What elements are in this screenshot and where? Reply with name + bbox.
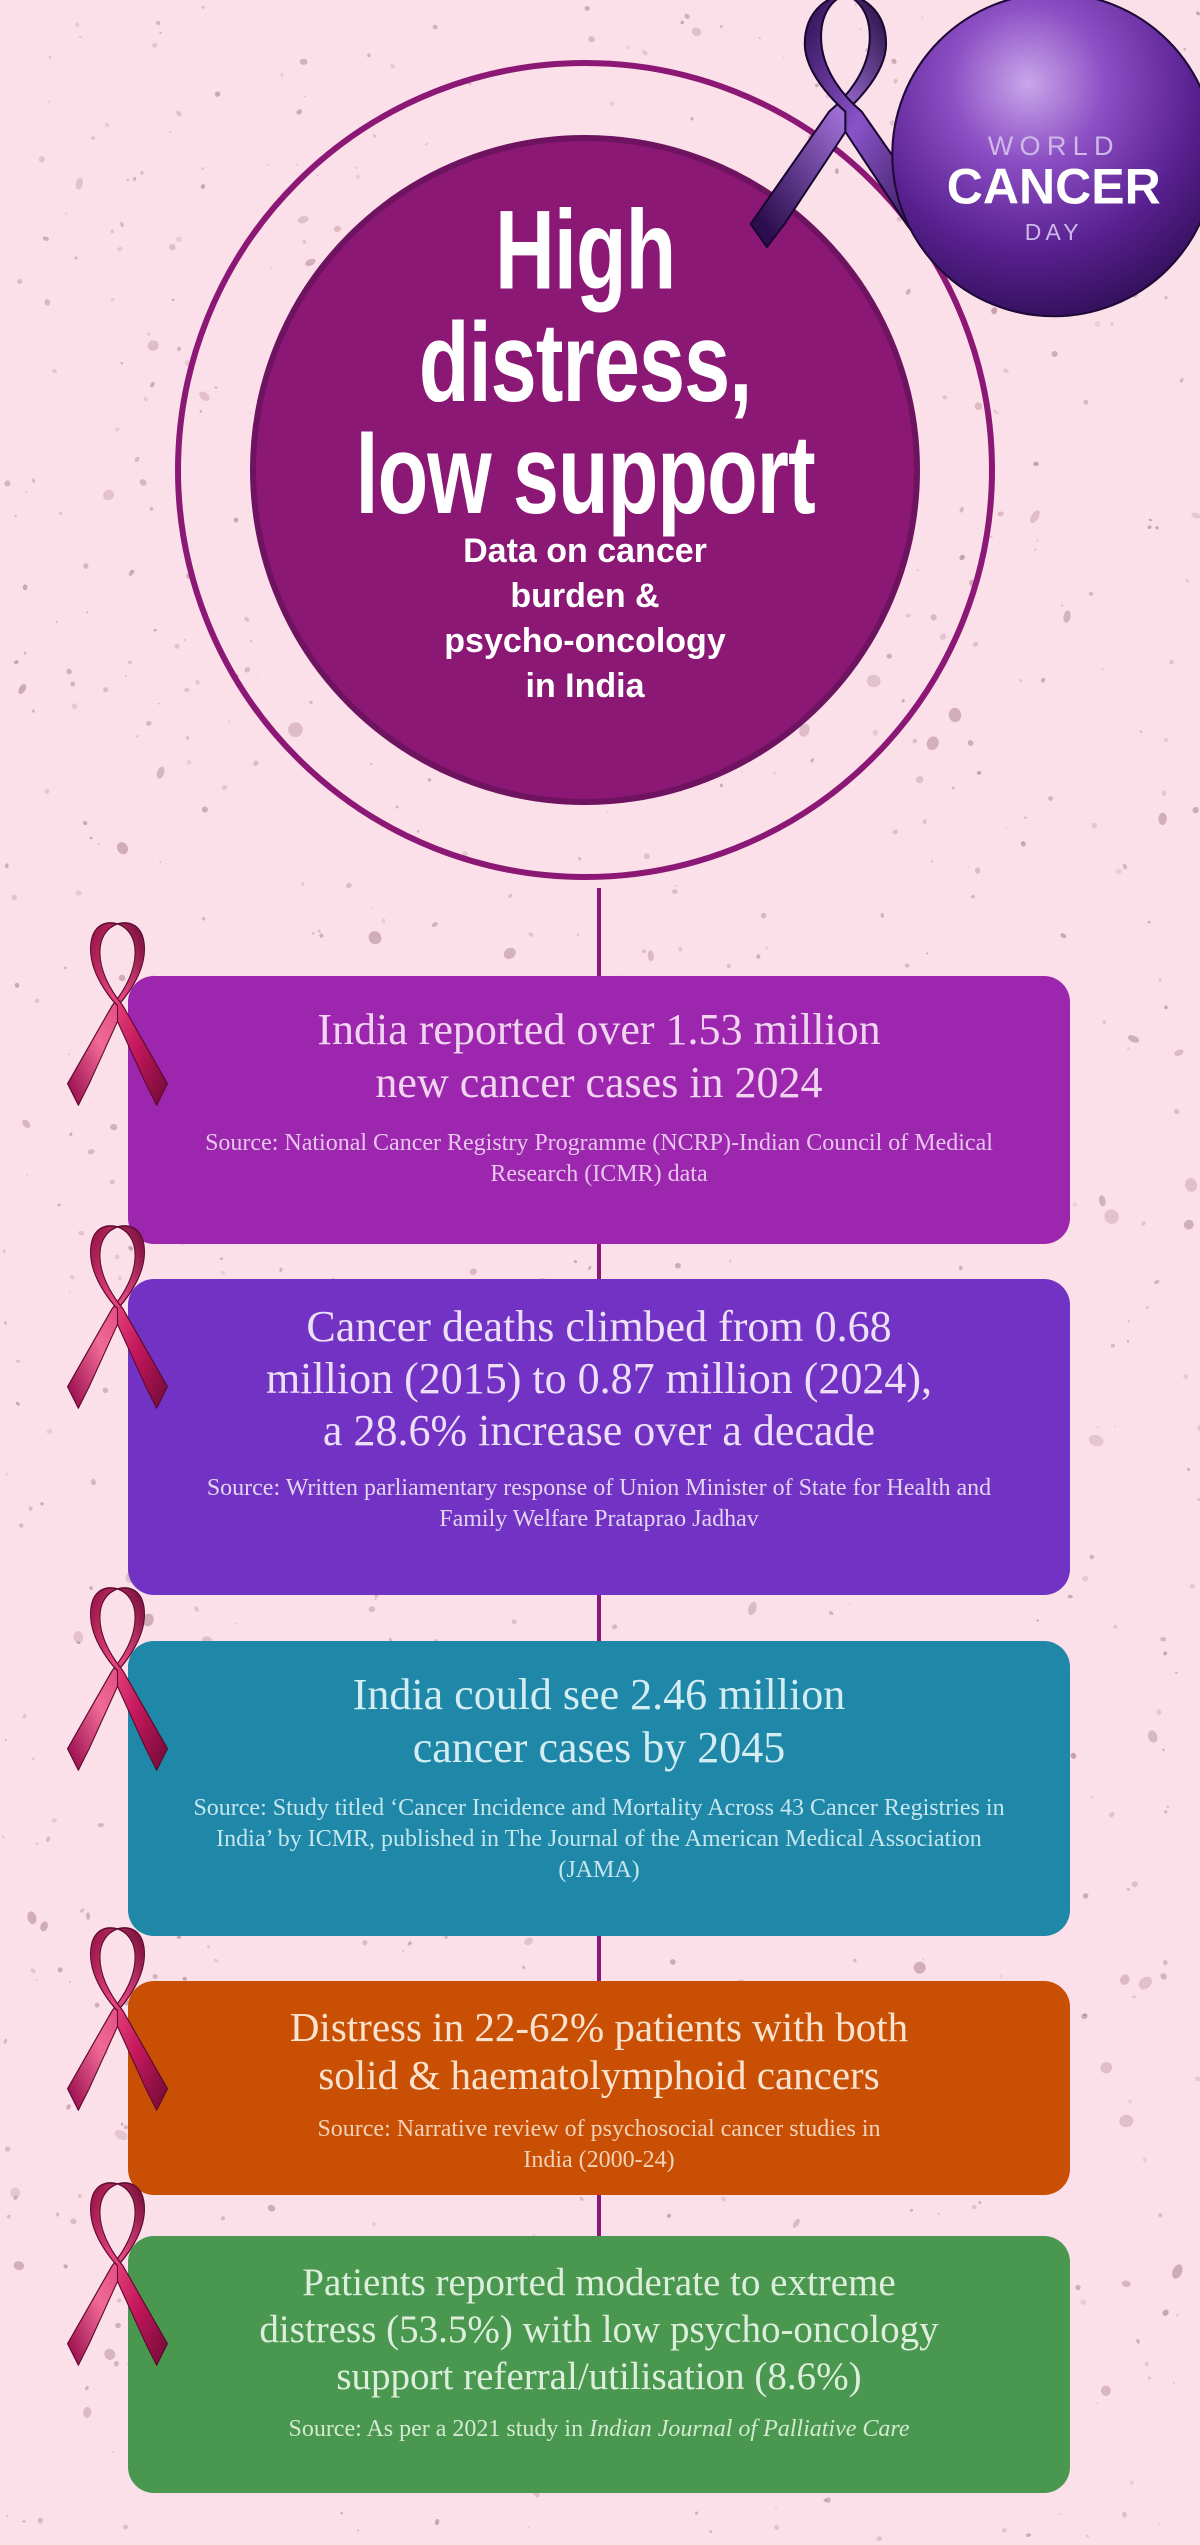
svg-text:DAY: DAY xyxy=(1025,219,1083,245)
svg-text:WORLD: WORLD xyxy=(988,130,1120,161)
svg-text:CANCER: CANCER xyxy=(947,159,1161,215)
